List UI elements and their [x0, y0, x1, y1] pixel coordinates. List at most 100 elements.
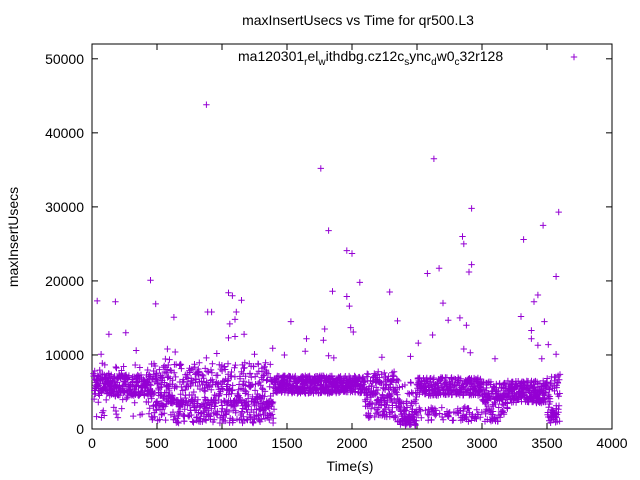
- data-point: [552, 351, 560, 358]
- data-point: [388, 377, 395, 385]
- data-point: [388, 409, 395, 416]
- data-point: [95, 390, 102, 397]
- data-point: [110, 404, 117, 411]
- data-point: [246, 370, 254, 377]
- data-point: [152, 300, 159, 308]
- data-point: [177, 391, 184, 398]
- data-point: [538, 355, 545, 362]
- data-point: [222, 366, 229, 373]
- data-point: [424, 270, 431, 277]
- data-point: [359, 374, 366, 382]
- data-point: [164, 345, 171, 353]
- legend-point: [570, 53, 578, 61]
- data-point: [213, 350, 220, 357]
- data-point: [95, 399, 102, 406]
- data-point: [468, 261, 475, 268]
- data-point: [364, 371, 372, 378]
- data-point: [281, 351, 288, 359]
- data-point: [460, 392, 467, 399]
- data-point: [161, 410, 168, 417]
- data-point: [146, 405, 153, 412]
- data-point: [465, 418, 472, 425]
- data-point: [203, 101, 210, 108]
- data-point: [556, 371, 564, 378]
- data-point: [499, 407, 507, 415]
- data-point: [555, 406, 562, 413]
- data-point: [242, 373, 249, 380]
- data-point: [465, 405, 472, 412]
- data-point: [380, 378, 388, 385]
- x-tick-label: 0: [88, 435, 96, 451]
- data-point: [271, 379, 279, 386]
- data-point: [412, 420, 419, 428]
- x-tick-label: 3000: [466, 435, 497, 451]
- data-point: [468, 205, 475, 212]
- data-point: [425, 411, 433, 419]
- data-point: [460, 240, 467, 248]
- x-tick-label: 1500: [271, 435, 302, 451]
- data-point: [165, 373, 172, 380]
- data-point: [269, 345, 276, 352]
- data-point: [554, 379, 562, 387]
- data-point: [450, 417, 457, 424]
- data-point: [346, 302, 353, 310]
- data-point: [196, 385, 204, 393]
- data-point: [416, 391, 423, 398]
- data-point: [240, 413, 247, 420]
- data-point: [348, 250, 356, 257]
- data-point: [266, 383, 273, 390]
- data-point: [209, 360, 216, 367]
- data-point: [123, 395, 130, 403]
- data-point: [414, 411, 422, 419]
- data-point: [552, 273, 560, 280]
- data-point: [264, 370, 272, 377]
- data-point: [494, 418, 502, 425]
- data-point: [245, 403, 252, 410]
- data-point: [172, 348, 179, 356]
- data-point: [343, 293, 350, 300]
- y-tick-label: 10000: [45, 347, 84, 363]
- data-point: [544, 375, 551, 382]
- data-point: [251, 387, 259, 394]
- data-point: [320, 337, 327, 344]
- data-point: [381, 369, 388, 377]
- data-point: [172, 373, 179, 381]
- data-point: [214, 372, 221, 379]
- data-point: [251, 413, 259, 420]
- data-point: [444, 412, 451, 420]
- data-point: [500, 411, 508, 418]
- data-point: [256, 411, 264, 418]
- data-point: [188, 411, 195, 419]
- data-point: [207, 413, 214, 420]
- data-point: [350, 328, 357, 336]
- data-point: [201, 388, 209, 395]
- data-point: [228, 368, 235, 376]
- data-point: [263, 377, 270, 384]
- data-point: [556, 390, 563, 397]
- data-point: [137, 371, 145, 379]
- data-point: [438, 404, 445, 411]
- data-point: [504, 377, 512, 385]
- data-point: [403, 407, 410, 414]
- data-point: [267, 374, 274, 381]
- data-point: [386, 288, 393, 296]
- data-point: [203, 354, 210, 362]
- data-point: [156, 416, 163, 423]
- data-point: [160, 402, 167, 409]
- data-point: [178, 365, 185, 372]
- data-point: [208, 369, 216, 376]
- data-point: [199, 371, 206, 378]
- legend-label: ma120301relwithdbg.cz12csyncdw0c32r128: [238, 48, 503, 68]
- data-point: [546, 386, 553, 393]
- data-point: [211, 416, 218, 423]
- data-point: [214, 411, 221, 418]
- data-point: [367, 405, 375, 412]
- data-point: [229, 382, 236, 389]
- data-point: [428, 404, 435, 411]
- y-tick-label: 50000: [45, 51, 84, 67]
- data-point: [351, 372, 358, 380]
- data-point: [530, 298, 538, 305]
- data-point: [373, 390, 381, 397]
- data-point: [118, 405, 125, 412]
- data-point: [208, 386, 215, 393]
